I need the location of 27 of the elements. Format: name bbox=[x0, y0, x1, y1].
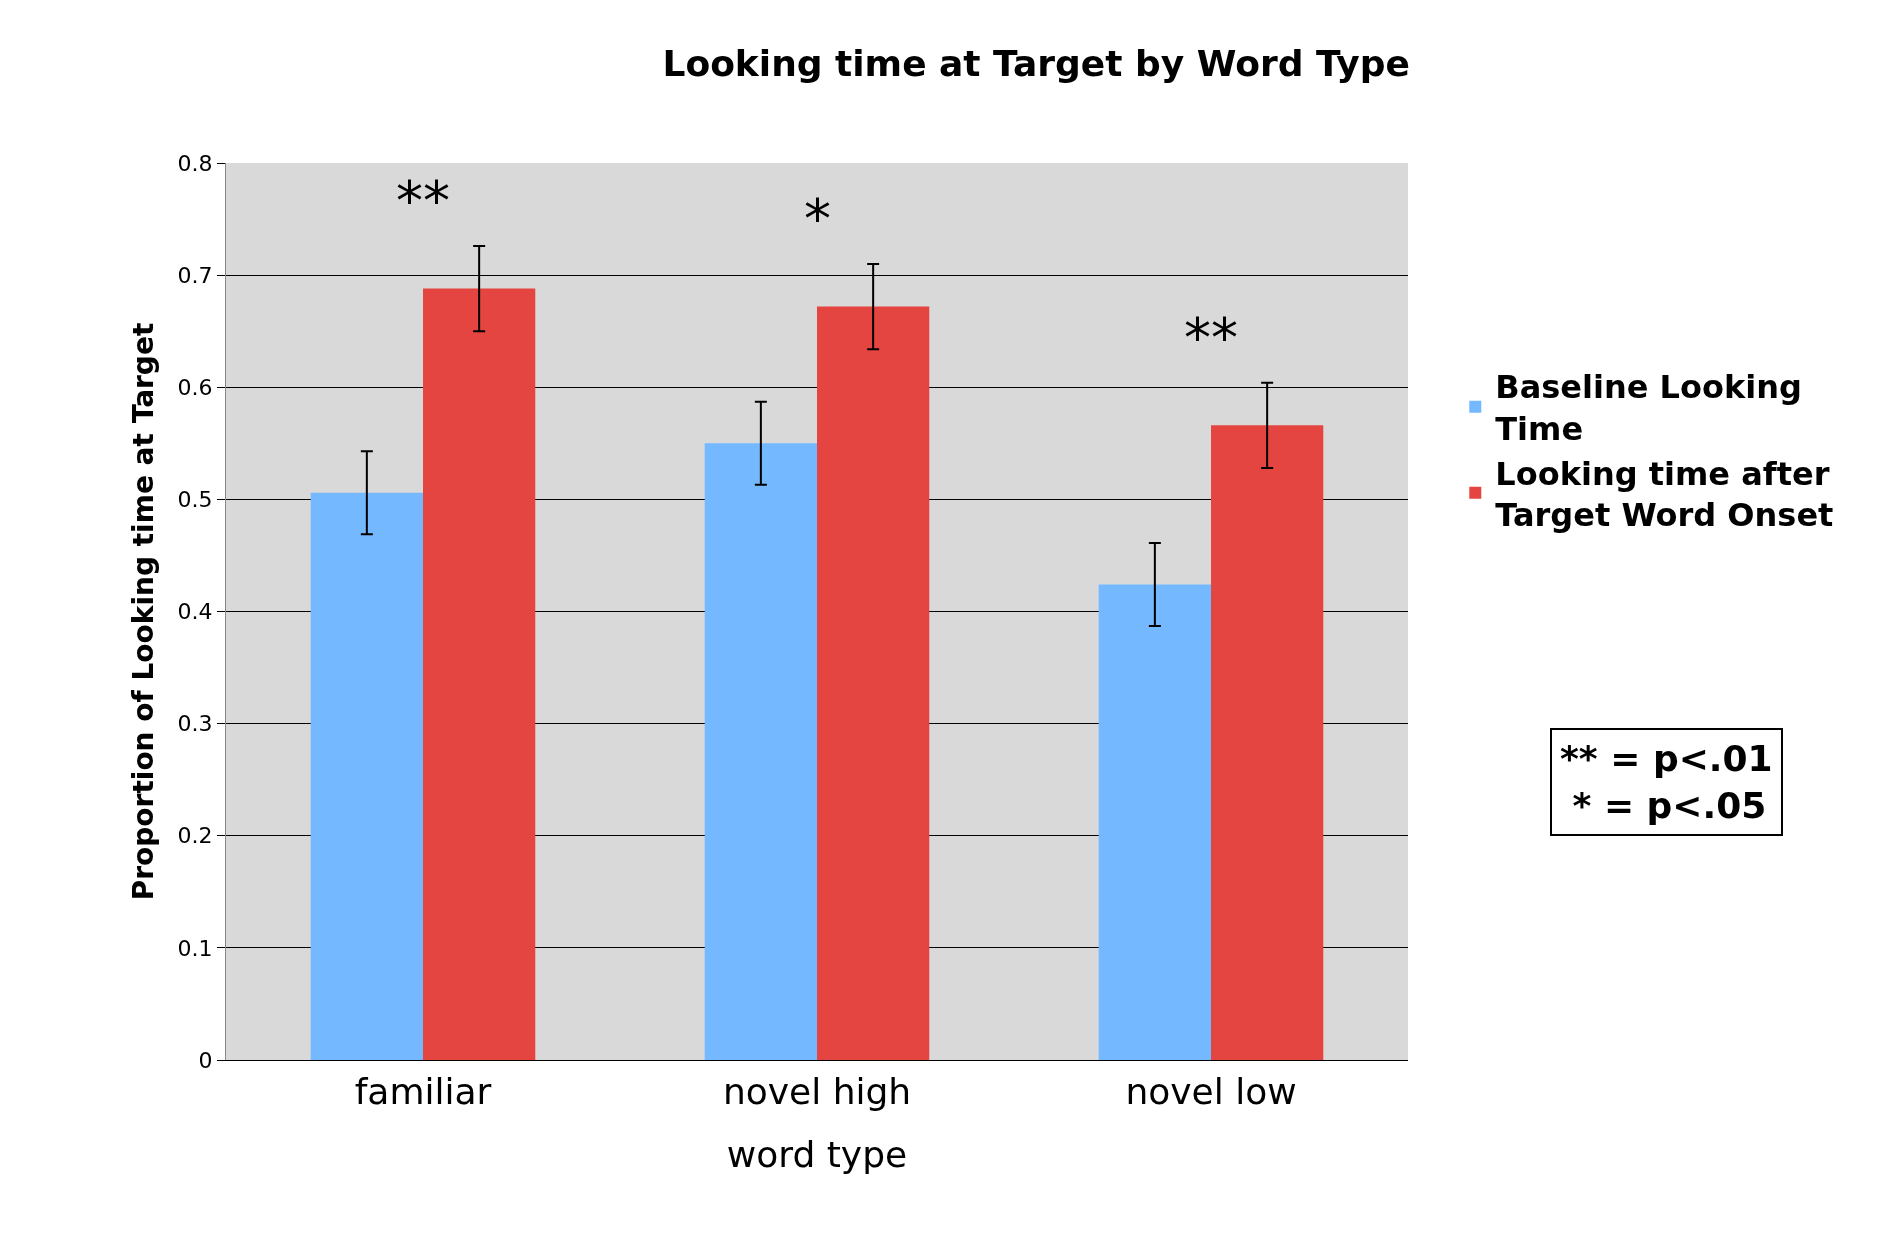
x-tick-label: familiar bbox=[354, 1071, 492, 1113]
x-tick-label: novel low bbox=[1125, 1071, 1297, 1113]
annotation: ** bbox=[396, 169, 450, 232]
y-tick-label: 0.3 bbox=[177, 711, 213, 737]
annotation: * bbox=[804, 187, 831, 250]
legend-label: Baseline Looking Time bbox=[1495, 368, 1802, 448]
bar bbox=[817, 306, 930, 1060]
y-tick-label: 0.5 bbox=[177, 487, 213, 513]
legend-label: Looking time after Target Word Onset bbox=[1495, 454, 1834, 535]
y-tick-label: 0.2 bbox=[177, 823, 213, 849]
text: ** = p<.01 * = p<.05 bbox=[1560, 738, 1773, 826]
chart-title: Looking time at Target by Word Type bbox=[662, 42, 1410, 84]
y-tick-label: 0.8 bbox=[177, 150, 213, 176]
bar bbox=[1211, 425, 1324, 1060]
y-tick-label: 0.4 bbox=[177, 599, 213, 625]
bar bbox=[423, 288, 536, 1060]
y-axis-title: Proportion of Looking time at Target bbox=[127, 322, 161, 901]
bar bbox=[310, 492, 423, 1060]
x-tick-label: novel high bbox=[722, 1071, 912, 1113]
y-tick-label: 0.7 bbox=[177, 262, 213, 288]
annotation: ** bbox=[1184, 306, 1238, 369]
y-tick-label: 0.1 bbox=[177, 935, 213, 961]
y-tick-label: 0.6 bbox=[177, 374, 213, 400]
y-tick-label: 0 bbox=[198, 1047, 213, 1073]
bar bbox=[704, 443, 817, 1060]
x-axis-title: word type bbox=[726, 1133, 908, 1175]
bar bbox=[1098, 584, 1211, 1060]
